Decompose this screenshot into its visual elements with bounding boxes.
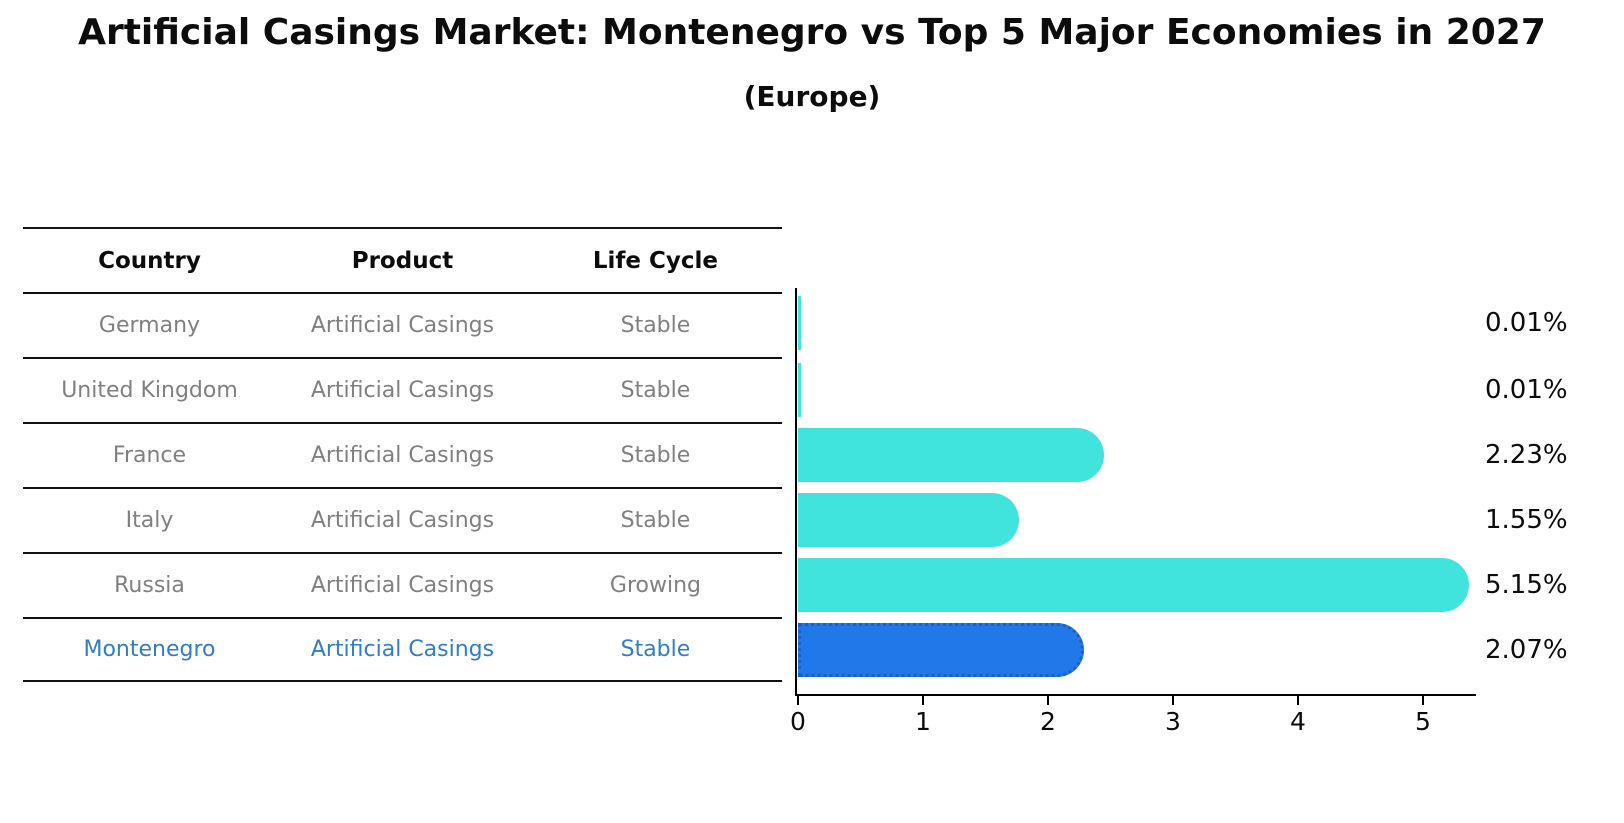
page-title: Artificial Casings Market: Montenegro vs… bbox=[78, 12, 1546, 53]
y-axis-spine bbox=[795, 288, 797, 695]
product-cell: Artificial Casings bbox=[310, 508, 495, 533]
life-cycle-cell: Stable bbox=[620, 313, 691, 338]
life-cycle-cell: Growing bbox=[609, 573, 701, 598]
x-axis-tick bbox=[1297, 696, 1299, 705]
product-cell: Artificial Casings bbox=[310, 378, 495, 403]
country-cell: Italy bbox=[125, 508, 174, 533]
x-axis-tick-label: 5 bbox=[1415, 707, 1431, 736]
life-cycle-cell: Stable bbox=[620, 443, 691, 468]
chart-subtitle: (Europe) bbox=[743, 80, 881, 113]
country-cell: Germany bbox=[98, 313, 201, 338]
x-axis bbox=[795, 694, 1476, 696]
bar-value-label: 1.55% bbox=[1485, 505, 1568, 535]
life-cycle-cell: Stable bbox=[620, 508, 691, 533]
country-cell: France bbox=[112, 443, 187, 468]
country-cell: Montenegro bbox=[83, 637, 216, 662]
table-row: Germany Artificial Casings Stable bbox=[23, 292, 782, 357]
x-axis-tick-label: 1 bbox=[915, 707, 931, 736]
bar-value-label: 0.01% bbox=[1485, 375, 1568, 405]
table-row: Italy Artificial Casings Stable bbox=[23, 487, 782, 552]
life-cycle-cell: Stable bbox=[620, 378, 691, 403]
country-cell: United Kingdom bbox=[61, 378, 238, 403]
column-header-life-cycle: Life Cycle bbox=[592, 247, 719, 274]
x-axis-tick bbox=[922, 696, 924, 705]
bar-value-label: 2.23% bbox=[1485, 440, 1568, 470]
x-axis-tick-label: 3 bbox=[1165, 707, 1181, 736]
column-header-country: Country bbox=[98, 247, 201, 274]
bar-russia bbox=[798, 558, 1469, 612]
life-cycle-cell: Stable bbox=[620, 637, 691, 662]
product-cell: Artificial Casings bbox=[310, 313, 495, 338]
summary-table: Country Product Life Cycle Germany Artif… bbox=[23, 227, 782, 682]
table-row-montenegro: Montenegro Artificial Casings Stable bbox=[23, 617, 782, 682]
x-axis-tick bbox=[1172, 696, 1174, 705]
bar-value-label: 5.15% bbox=[1485, 570, 1568, 600]
x-axis-tick bbox=[797, 696, 799, 705]
product-cell: Artificial Casings bbox=[310, 443, 495, 468]
bar-value-label: 2.07% bbox=[1485, 635, 1568, 665]
bar-united-kingdom bbox=[798, 363, 801, 417]
x-axis-tick bbox=[1422, 696, 1424, 705]
product-cell: Artificial Casings bbox=[310, 637, 495, 662]
table-row: France Artificial Casings Stable bbox=[23, 422, 782, 487]
bar-montenegro bbox=[798, 623, 1084, 677]
x-axis-tick-label: 2 bbox=[1040, 707, 1056, 736]
country-cell: Russia bbox=[114, 573, 185, 598]
x-axis-tick-label: 0 bbox=[790, 707, 806, 736]
product-cell: Artificial Casings bbox=[310, 573, 495, 598]
x-axis-tick-label: 4 bbox=[1290, 707, 1306, 736]
column-header-product: Product bbox=[351, 247, 454, 274]
bar-italy bbox=[798, 493, 1019, 547]
bar-value-label: 0.01% bbox=[1485, 308, 1568, 338]
table-row: United Kingdom Artificial Casings Stable bbox=[23, 357, 782, 422]
x-axis-tick bbox=[1047, 696, 1049, 705]
table-row: Russia Artificial Casings Growing bbox=[23, 552, 782, 617]
table-header-row: Country Product Life Cycle bbox=[23, 227, 782, 292]
bar-france bbox=[798, 428, 1104, 482]
bar-germany bbox=[798, 296, 801, 350]
